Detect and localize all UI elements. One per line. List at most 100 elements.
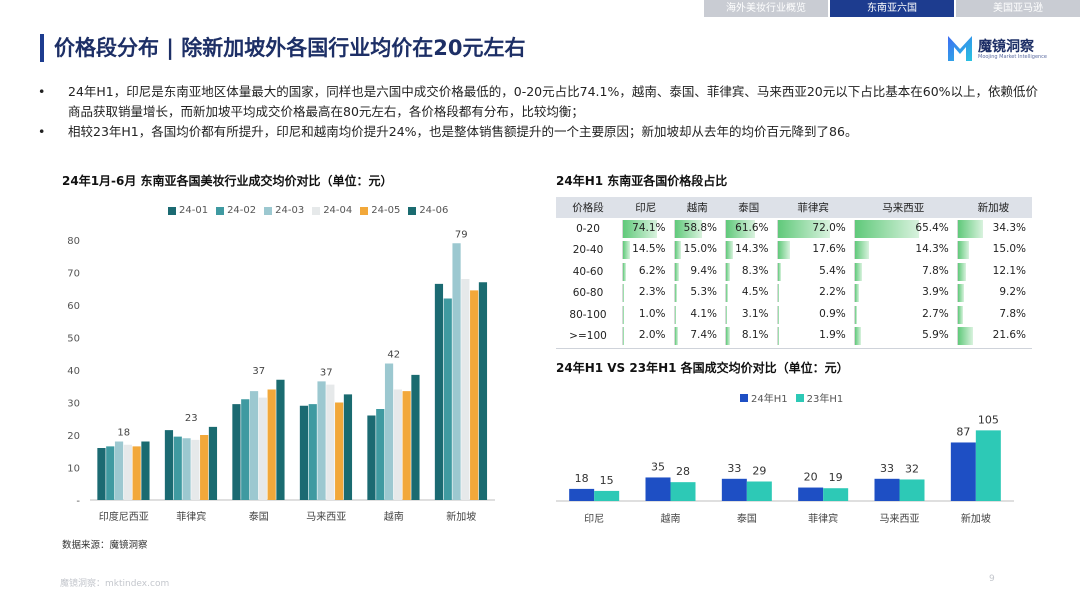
- right-chart-legend: 24年H1 23年H1: [740, 390, 851, 405]
- data-label: 18: [117, 428, 130, 439]
- x-tick-label: 泰国: [249, 510, 269, 523]
- x-tick-label: 菲律宾: [176, 510, 206, 523]
- cell-data-bar: [854, 327, 861, 346]
- cell-data-bar: [777, 305, 779, 324]
- cell-bar-track: 8.3%: [725, 262, 773, 281]
- cell-bar-track: 3.9%: [853, 284, 953, 303]
- bar: [343, 394, 353, 500]
- table-cell: 2.0%: [620, 326, 672, 348]
- table-cell: 7.4%: [672, 326, 724, 348]
- table-cell: 14.5%: [620, 240, 672, 262]
- legend-item: 24-02: [216, 205, 256, 216]
- y-tick-label: 30: [67, 399, 80, 410]
- tab-us-amazon[interactable]: 美国亚马逊: [956, 0, 1080, 17]
- cell-data-bar: [726, 284, 729, 303]
- cell-bar-track: 0.9%: [776, 305, 850, 324]
- bar: [478, 282, 488, 500]
- cell-data-bar: [777, 284, 780, 303]
- bullet-dot-icon: •: [38, 84, 46, 99]
- cell-bar-track: 1.0%: [622, 305, 670, 324]
- cell-data-bar: [623, 241, 630, 260]
- bar: [132, 446, 141, 500]
- legend-swatch: [168, 206, 176, 215]
- y-tick-label: 80: [67, 236, 80, 247]
- cell-bar-track: 21.6%: [956, 327, 1030, 346]
- bar: [258, 397, 267, 500]
- legend-item: 24年H1: [740, 390, 788, 405]
- cell-bar-track: 74.1%: [622, 219, 670, 238]
- bar: [241, 399, 250, 500]
- cell-bar-track: 2.0%: [622, 327, 670, 346]
- cell-data-bar: [726, 219, 755, 238]
- table-cell: 8.3%: [723, 261, 775, 283]
- table-column-header: 马来西亚: [851, 197, 955, 218]
- bar: [384, 363, 394, 500]
- cell-bar-track: 2.3%: [622, 284, 670, 303]
- bar: [393, 389, 402, 500]
- legend-item: 24-01: [168, 205, 208, 216]
- y-tick-label: 50: [67, 334, 80, 345]
- table-row: 20-40 14.5% 15.0% 14.3% 17.6% 14.3% 15.0%: [556, 240, 1032, 262]
- data-label: 105: [978, 413, 999, 426]
- left-chart-title: 24年1月-6月 东南亚各国美妆行业成交均价对比（单位：元）: [62, 174, 393, 188]
- legend-item: 24-06: [408, 205, 448, 216]
- cell-data-bar: [623, 219, 658, 238]
- yoy-price-bar-chart: 18 15 印尼 35 28 越南 33 29 泰国 20 19 菲律宾 33 32 马来西亚 87 105 新加…: [556, 413, 1014, 525]
- title-accent-bar: [40, 34, 44, 62]
- cell-value: 9.2%: [999, 286, 1026, 299]
- table-cell: 15.0%: [672, 240, 724, 262]
- cell-value: 2.7%: [922, 307, 949, 320]
- legend-label: 24-01: [179, 205, 209, 216]
- legend-item: 24-04: [312, 205, 352, 216]
- table-cell: 5.3%: [672, 283, 724, 305]
- cell-data-bar: [674, 262, 679, 281]
- bar: [123, 444, 132, 500]
- tab-overview[interactable]: 海外美妆行业概览: [704, 0, 828, 17]
- cell-value: 0.9%: [819, 307, 846, 320]
- x-tick-label: 新加坡: [446, 510, 476, 523]
- bar: [317, 381, 326, 500]
- table-bottom-divider: [556, 348, 1032, 349]
- table-cell: 12.1%: [955, 261, 1032, 283]
- legend-label: 24-05: [371, 205, 401, 216]
- bullet-item: • 相较23年H1，各国均价都有所提升，印尼和越南均价提升24%，也是整体销售额…: [38, 122, 1048, 142]
- cell-value: 15.0%: [683, 243, 717, 256]
- bar: [308, 404, 317, 500]
- cell-value: 6.2%: [638, 264, 666, 277]
- x-tick-label: 越南: [661, 512, 681, 525]
- x-tick-label: 马来西亚: [306, 511, 346, 523]
- bar: [97, 448, 106, 500]
- table-cell: 61.6%: [723, 218, 775, 240]
- bar: [276, 379, 285, 500]
- cell-bar-track: 5.3%: [673, 284, 722, 303]
- data-label: 29: [752, 464, 766, 477]
- cell-value: 65.4%: [915, 221, 949, 234]
- bar: [670, 482, 696, 501]
- cell-data-bar: [726, 241, 733, 260]
- table-cell: 0.9%: [775, 304, 852, 326]
- cell-data-bar: [777, 219, 830, 238]
- legend-item: 24-05: [360, 205, 400, 216]
- bar: [594, 490, 620, 501]
- legend-label: 24-02: [227, 205, 257, 216]
- row-label: 20-40: [572, 244, 604, 257]
- cell-data-bar: [957, 305, 964, 324]
- cell-bar-track: 9.4%: [673, 262, 722, 281]
- cell-value: 5.3%: [690, 286, 717, 299]
- data-source: 数据来源：魔镜洞察: [62, 540, 148, 551]
- bar: [106, 446, 115, 500]
- cell-data-bar: [854, 284, 859, 303]
- legend-item: 24-03: [264, 205, 304, 216]
- tab-southeast-asia[interactable]: 东南亚六国: [830, 0, 954, 17]
- table-cell: 34.3%: [955, 218, 1032, 240]
- cell-value: 2.2%: [819, 286, 846, 299]
- cell-bar-track: 5.4%: [776, 262, 850, 281]
- cell-data-bar: [854, 305, 858, 324]
- table-header-row: 价格段 印尼 越南 泰国 菲律宾 马来西亚 新加坡: [556, 197, 1032, 218]
- bar: [452, 243, 461, 500]
- bar: [232, 404, 241, 500]
- cell-data-bar: [726, 262, 730, 281]
- data-label: 42: [387, 350, 400, 361]
- bar: [461, 279, 470, 500]
- table-column-header: 新加坡: [954, 197, 1032, 218]
